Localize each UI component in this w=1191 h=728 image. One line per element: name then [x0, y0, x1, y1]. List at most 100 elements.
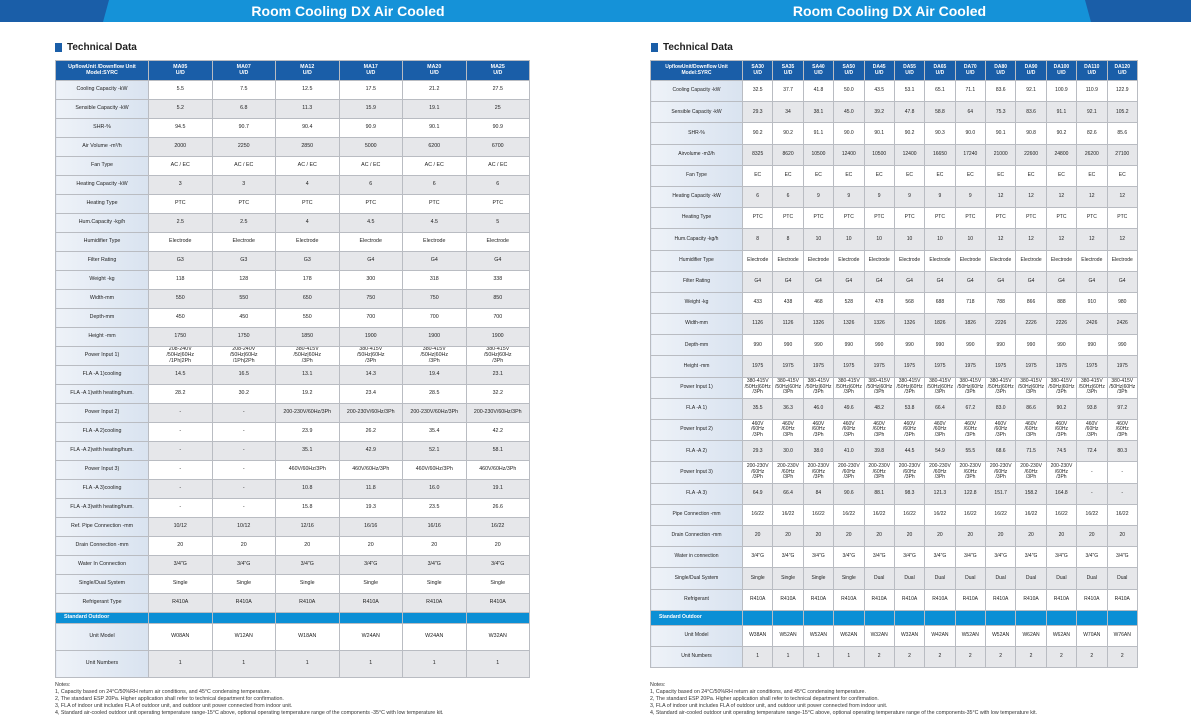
table-cell: 1850 — [275, 327, 340, 347]
table-cell: 39.2 — [863, 101, 895, 124]
table-cell: 380-415V /50Hz|60Hz /3Ph — [893, 376, 926, 399]
table-cell: 12 — [1076, 228, 1108, 251]
table-cell: 1750 — [148, 327, 213, 347]
section-fill — [984, 609, 1017, 626]
table-cell: 90.9 — [465, 118, 530, 138]
table-cell: R410A — [338, 593, 403, 613]
table-cell: 19.1 — [465, 479, 530, 499]
table-cell: 32.2 — [465, 384, 530, 404]
table-cell: 2 — [863, 645, 895, 668]
table-cell: Electrode — [1076, 249, 1108, 272]
table-cell: 16/22 — [465, 517, 530, 537]
table-cell: 1975 — [1045, 355, 1078, 378]
table-row: SHR-% 90.2 90.2 91.1 90.0 90.1 90.2 90.3 90.0 90.… — [650, 122, 1138, 145]
table-cell: 3 — [211, 175, 276, 195]
table-cell: Electrode — [1106, 249, 1138, 272]
table-cell: 13.1 — [275, 365, 340, 385]
section-fill — [741, 609, 774, 626]
table-cell: 5000 — [338, 137, 403, 157]
table-cell: 64.9 — [741, 482, 774, 505]
table-cell: 3/4"G — [924, 546, 956, 569]
table-cell: 460V /60Hz /3Ph — [984, 418, 1017, 442]
table-cell: PTC — [863, 207, 895, 230]
table-row: Humidifier Type Electrode Electrode Electro… — [55, 232, 530, 252]
table-cell: R410A — [772, 588, 804, 611]
column-header: DA65 U/D — [924, 60, 956, 81]
table-cell: G4 — [954, 270, 987, 293]
table-row: Cooling Capacity -kW 32.5 37.7 41.8 50.0 43.5… — [650, 79, 1138, 103]
table-cell: 1975 — [772, 355, 804, 378]
table-cell: 8 — [772, 228, 804, 251]
row-label: Cooling Capacity -kW — [55, 80, 149, 100]
table-row: Pipe Connection -mm 16/22 16/22 16/22 16/22 1… — [650, 503, 1138, 526]
note-line: Notes: — [55, 682, 71, 688]
table-row: Power Input 3) - -460V/60Hz/3Ph 460V/60Hz/3… — [55, 460, 530, 480]
table-cell: 5.2 — [148, 99, 213, 119]
table-cell: 200-230V/60Hz/3Ph — [465, 403, 530, 423]
row-label: Depth-mm — [55, 308, 149, 328]
row-label: SHR-% — [55, 118, 149, 138]
table-cell: 990 — [741, 334, 774, 357]
table-cell: 58.8 — [924, 101, 956, 124]
column-header: SA35 U/D — [772, 60, 804, 81]
table-cell: 1 — [802, 645, 835, 668]
table-cell: 11.8 — [338, 479, 403, 499]
table-cell: 94.5 — [148, 118, 213, 138]
table-row: FLA -A 3)cooling - -10.8 11.8 16.0 19.1 — [55, 479, 530, 499]
table-cell: W42AN — [924, 624, 956, 647]
banner-accent — [103, 0, 596, 22]
table-cell: 41.8 — [802, 79, 835, 103]
table-cell: 55.5 — [954, 440, 987, 463]
table-cell: 2250 — [211, 137, 276, 157]
table-cell: 1 — [402, 650, 467, 678]
table-cell: 16.0 — [402, 479, 467, 499]
table-cell: 90.9 — [338, 118, 403, 138]
table-cell: Single — [772, 567, 804, 590]
table-cell: 1 — [741, 645, 774, 668]
table-cell: PTC — [211, 194, 276, 214]
table-cell: 32.5 — [741, 79, 774, 103]
table-cell: PTC — [148, 194, 213, 214]
table-cell: 4.5 — [338, 213, 403, 233]
table-cell: 1975 — [1106, 355, 1138, 378]
row-label: FLA -A 3) — [650, 482, 743, 505]
section-fill — [338, 612, 403, 624]
table-cell: 28.5 — [402, 384, 467, 404]
table-cell: 1826 — [954, 313, 987, 336]
table-row: Single/Dual System Single Single Single Sing… — [650, 567, 1138, 590]
table-cell: 550 — [148, 289, 213, 309]
table-cell: 460V /60Hz /3Ph — [1045, 418, 1078, 442]
table-cell: 460V /60Hz /3Ph — [893, 418, 926, 442]
table-cell: 38.0 — [802, 440, 835, 463]
table-row: Cooling Capacity -kW 5.5 7.5 12.5 17.5 21.2 27… — [55, 80, 530, 100]
table-cell: 850 — [465, 289, 530, 309]
table-cell: Single — [211, 574, 276, 594]
row-label: FLA -A 2)with heating/hum. — [55, 441, 149, 461]
row-label: Depth-mm — [650, 334, 743, 357]
table-cell: 2.5 — [148, 213, 213, 233]
table-cell: 10 — [802, 228, 835, 251]
row-label: FLA -A 1)cooling — [55, 365, 149, 385]
table-cell: 12400 — [833, 143, 865, 166]
table-cell: 1326 — [802, 313, 835, 336]
table-cell: 9 — [833, 185, 865, 209]
table-cell: 2 — [1106, 645, 1138, 668]
table-cell: 208-240V /50Hz|60Hz /1Ph|2Ph — [211, 346, 276, 366]
table-cell: Dual — [984, 567, 1017, 590]
table-cell: Electrode — [802, 249, 835, 272]
table-cell: 6 — [465, 175, 530, 195]
table-cell: 29.3 — [741, 440, 774, 463]
table-cell: 200-230V /60Hz /3Ph — [833, 461, 865, 484]
table-row: Heating Type PTC PTC PTC PTC PTC PTC — [55, 194, 530, 214]
table-cell: 3/4"G — [984, 546, 1017, 569]
row-label: Filter Rating — [650, 270, 743, 293]
table-cell: 990 — [954, 334, 987, 357]
row-label: Drain Connection -mm — [55, 536, 149, 556]
row-label: Unit Numbers — [650, 645, 743, 668]
table-cell: 1975 — [984, 355, 1017, 378]
table-cell: 1 — [465, 650, 530, 678]
table-cell: G4 — [772, 270, 804, 293]
table-cell: 1 — [338, 650, 403, 678]
section-title: Technical Data — [67, 42, 137, 53]
table-cell: Electrode — [1015, 249, 1047, 272]
